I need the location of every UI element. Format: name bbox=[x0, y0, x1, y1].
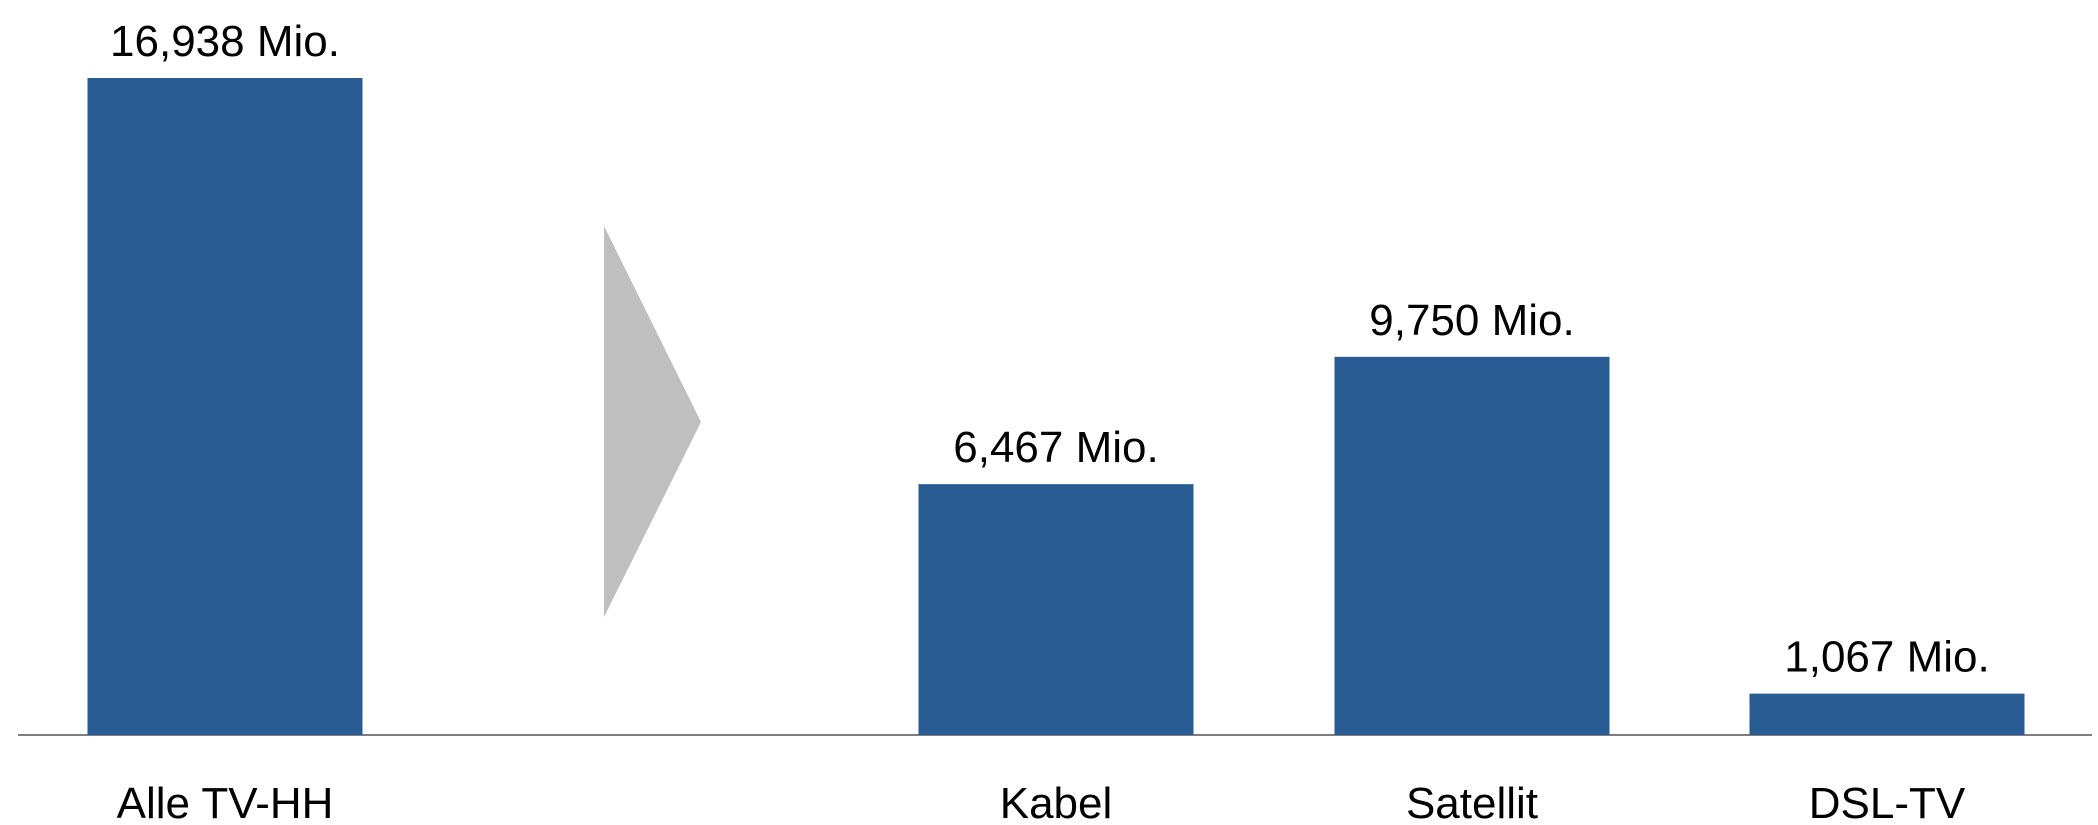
value-label: 6,467 Mio. bbox=[953, 423, 1158, 472]
category-label: Kabel bbox=[1000, 779, 1113, 825]
category-label: Alle TV-HH bbox=[117, 779, 334, 825]
bar-alle-tv-hh bbox=[87, 78, 363, 735]
bar-kabel bbox=[918, 484, 1194, 735]
value-label: 9,750 Mio. bbox=[1369, 296, 1574, 345]
bar-satellit bbox=[1334, 356, 1610, 735]
category-label: Satellit bbox=[1406, 779, 1538, 825]
bar-dsl-tv bbox=[1749, 693, 2025, 735]
category-label: DSL-TV bbox=[1809, 779, 1966, 825]
chevron-right-triangle-icon bbox=[604, 226, 701, 617]
value-label: 1,067 Mio. bbox=[1784, 633, 1989, 682]
value-label: 16,938 Mio. bbox=[110, 17, 340, 66]
